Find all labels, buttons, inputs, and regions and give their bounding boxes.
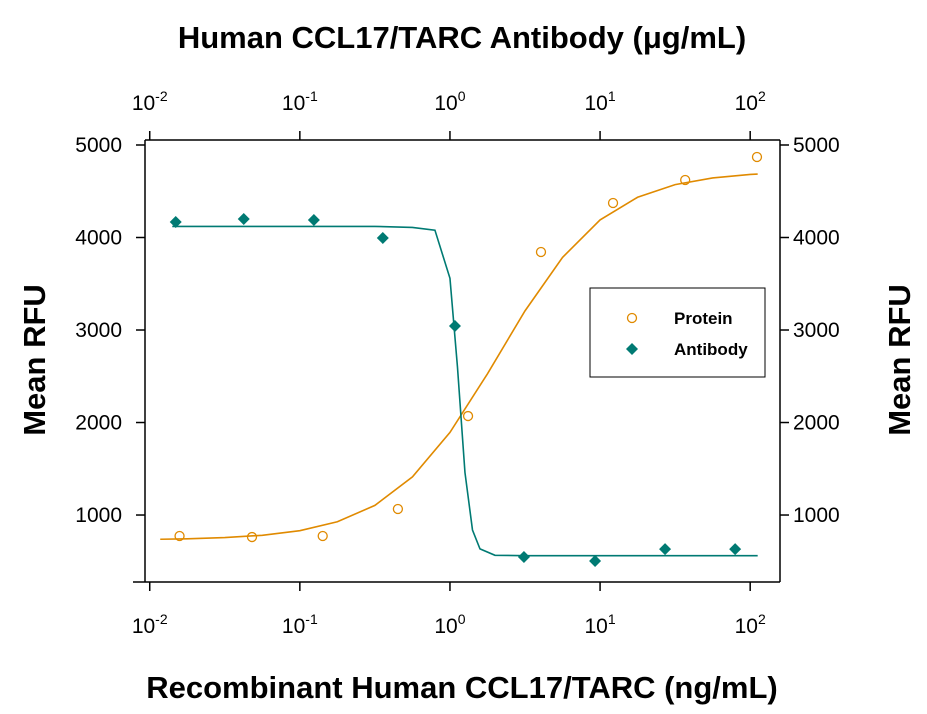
y-axis-title: Mean RFU [17,284,52,436]
x-tick-label: 100 [434,88,465,115]
y2-tick-label: 1000 [793,504,840,527]
point [462,410,474,422]
x-tick-label: 10-1 [282,88,318,115]
point [535,246,547,258]
y2-tick-label: 4000 [793,227,840,250]
point [246,531,258,543]
tick-exponent: 2 [758,88,766,104]
point [680,174,691,186]
tick-exponent: 1 [608,611,616,627]
tick-base: 10 [132,615,155,638]
x-tick-label: 101 [584,611,615,638]
x-tick-label: 102 [735,611,766,638]
legend-box [589,287,766,378]
legend-marker [626,312,638,324]
tick-base: 10 [282,615,305,638]
y2-tick-label: 3000 [793,319,840,342]
tick-exponent: 0 [458,611,466,627]
fit-curve [172,225,758,557]
tick-exponent: -2 [155,611,168,627]
tick-exponent: -1 [305,611,318,627]
y-tick-label: 1000 [75,504,122,527]
point [607,197,619,209]
tick-exponent: 0 [458,88,466,104]
point [169,215,182,228]
tick-exponent: -2 [155,88,168,104]
point [589,555,602,568]
y2-tick-label: 5000 [793,134,840,157]
point [174,530,185,542]
x-tick-label: 10-1 [282,611,318,638]
point [392,503,404,515]
tick-base: 10 [735,615,758,638]
chart-title: Human CCL17/TARC Antibody (μg/mL) [178,20,746,55]
y2-tick-label: 2000 [793,412,840,435]
point [517,551,530,564]
y-tick-label: 5000 [75,134,122,157]
tick-base: 10 [584,92,607,115]
point [237,213,250,226]
point [307,214,320,227]
y2-axis-title: Mean RFU [882,284,917,436]
tick-base: 10 [282,92,305,115]
point [751,151,763,163]
point [729,543,742,556]
legend-label: Protein [674,309,733,328]
x-tick-label: 10-2 [132,88,168,115]
x-tick-label: 101 [584,88,615,115]
tick-base: 10 [132,92,155,115]
x-tick-label: 10-2 [132,611,168,638]
tick-base: 10 [735,92,758,115]
point [448,320,461,333]
tick-exponent: 2 [758,611,766,627]
tick-base: 10 [584,615,607,638]
tick-exponent: 1 [608,88,616,104]
y-tick-label: 4000 [75,227,122,250]
point [317,530,328,542]
y-tick-label: 3000 [75,319,122,342]
x-tick-label: 100 [434,611,465,638]
point [376,231,389,244]
y-tick-label: 2000 [75,412,122,435]
legend-marker [626,343,638,355]
tick-base: 10 [434,615,457,638]
axes [133,139,781,583]
tick-base: 10 [434,92,457,115]
x-tick-label: 102 [735,88,766,115]
point [659,543,672,556]
legend-label: Antibody [674,340,748,359]
x-axis-title: Recombinant Human CCL17/TARC (ng/mL) [146,670,778,705]
tick-exponent: -1 [305,88,318,104]
